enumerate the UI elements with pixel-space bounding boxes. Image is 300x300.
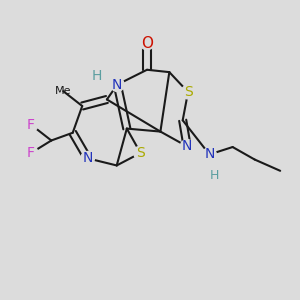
Circle shape: [90, 69, 103, 82]
Circle shape: [140, 36, 154, 50]
Circle shape: [110, 78, 124, 92]
Text: Me: Me: [55, 86, 71, 96]
Text: N: N: [82, 151, 93, 165]
Circle shape: [134, 146, 147, 160]
Text: N: N: [182, 140, 192, 153]
Text: H: H: [210, 169, 220, 182]
Circle shape: [24, 118, 38, 132]
Text: F: F: [27, 118, 35, 132]
Text: S: S: [136, 146, 145, 160]
Text: F: F: [27, 146, 35, 160]
Circle shape: [180, 140, 194, 153]
Circle shape: [181, 85, 195, 99]
Circle shape: [208, 168, 222, 182]
Circle shape: [24, 146, 38, 160]
Circle shape: [202, 148, 216, 161]
Text: H: H: [91, 69, 102, 83]
Text: N: N: [204, 148, 214, 161]
Circle shape: [81, 152, 94, 165]
Text: O: O: [141, 35, 153, 50]
Text: N: N: [112, 78, 122, 92]
Text: S: S: [184, 85, 192, 99]
